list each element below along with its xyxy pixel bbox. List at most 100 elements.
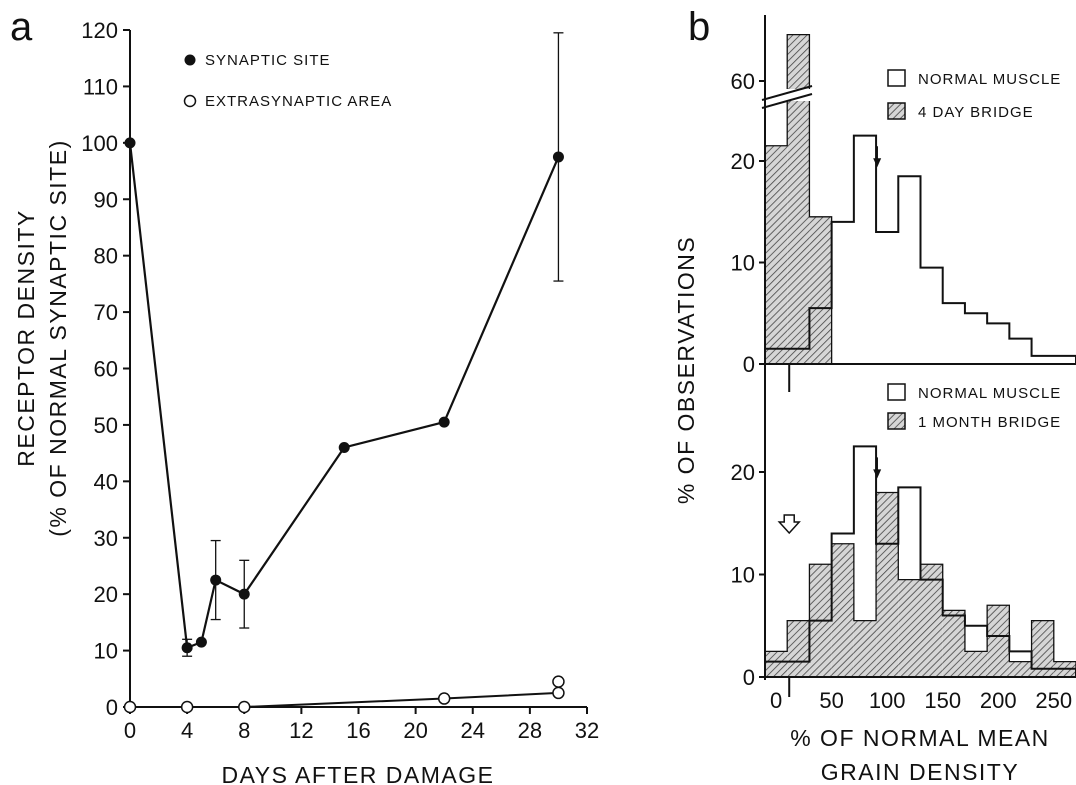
extrasynaptic-area-point bbox=[552, 675, 565, 688]
one-month-bridge-bar bbox=[853, 620, 877, 677]
axis-break-mark bbox=[761, 93, 813, 109]
synaptic-site-point bbox=[338, 441, 350, 453]
bottom-y-tick-label: 20 bbox=[731, 460, 755, 485]
y-tick-label: 30 bbox=[94, 526, 118, 551]
top-y-tick-label: 60 bbox=[731, 69, 755, 94]
y-tick-label: 10 bbox=[94, 639, 118, 664]
bottom-y-tick-label: 10 bbox=[731, 563, 755, 588]
panel-a-y-label-2: (% OF NORMAL SYNAPTIC SITE) bbox=[45, 139, 71, 536]
legend-bottom-bridge-swatch bbox=[887, 412, 906, 430]
one-month-bridge-bar bbox=[831, 543, 854, 677]
y-tick-label: 20 bbox=[94, 582, 118, 607]
legend-extrasynaptic-label: EXTRASYNAPTIC AREA bbox=[205, 93, 392, 110]
panel-a-y-label-1: RECEPTOR DENSITY bbox=[13, 209, 39, 466]
axis-break-gap bbox=[770, 89, 830, 101]
panel-a-x-ticks: 0 4 8 12 16 20 24 28 32 bbox=[124, 707, 599, 743]
one-month-bridge-bar bbox=[920, 564, 943, 677]
extrasynaptic-area-point bbox=[180, 700, 194, 714]
panel-b-x-tick-label: 150 bbox=[924, 688, 961, 713]
bottom-normal-muscle-outline bbox=[764, 445, 1076, 677]
y-tick-label: 40 bbox=[94, 469, 118, 494]
legend-top-normal-swatch bbox=[887, 69, 906, 87]
panel-b-x-tick-label: 50 bbox=[819, 688, 843, 713]
one-month-bridge-bar bbox=[942, 610, 965, 677]
open-arrow-icon bbox=[777, 514, 801, 535]
legend-bottom-normal-label: NORMAL MUSCLE bbox=[918, 385, 1061, 402]
x-tick-label: 0 bbox=[124, 718, 136, 743]
extrasynaptic-area-line bbox=[130, 691, 559, 708]
panel-b-x-label-2: GRAIN DENSITY bbox=[821, 759, 1019, 785]
one-month-bridge-bar bbox=[964, 651, 988, 677]
synaptic-site-point bbox=[438, 416, 450, 428]
synaptic-site-point bbox=[210, 574, 222, 586]
legend-synaptic-label: SYNAPTIC SITE bbox=[205, 52, 331, 69]
panel-b-x-label-1: % OF NORMAL MEAN bbox=[790, 725, 1050, 751]
synaptic-site-line bbox=[128, 142, 560, 650]
top-y-tick-label: 20 bbox=[731, 149, 755, 174]
extrasynaptic-area-point bbox=[238, 700, 251, 714]
x-tick-label: 4 bbox=[181, 718, 193, 743]
legend-top-normal-label: NORMAL MUSCLE bbox=[918, 71, 1061, 88]
four-day-bridge-bar bbox=[809, 216, 832, 364]
x-tick-label: 24 bbox=[461, 718, 485, 743]
one-month-bridge-bar bbox=[765, 651, 788, 677]
y-tick-label: 110 bbox=[83, 74, 118, 99]
y-tick-label: 70 bbox=[94, 300, 118, 325]
top-normal-muscle-outline bbox=[764, 134, 1076, 364]
extrasynaptic-area-point bbox=[552, 686, 565, 700]
x-tick-label: 28 bbox=[518, 718, 542, 743]
synaptic-site-point bbox=[195, 636, 207, 648]
bottom-y-tick-label: 0 bbox=[743, 665, 755, 690]
legend-bottom-bridge-label: 1 MONTH BRIDGE bbox=[918, 414, 1061, 431]
y-tick-label: 50 bbox=[94, 413, 118, 438]
extrasynaptic-area-point bbox=[123, 700, 137, 714]
synaptic-site-point bbox=[181, 642, 193, 654]
x-tick-label: 20 bbox=[403, 718, 427, 743]
legend-top-bridge-label: 4 DAY BRIDGE bbox=[918, 104, 1034, 121]
panel-b-x-tick-label: 200 bbox=[980, 688, 1017, 713]
panel-b-x-tick-label: 250 bbox=[1035, 688, 1072, 713]
panel-a-label: a bbox=[10, 5, 33, 49]
four-day-bridge-bar bbox=[765, 145, 788, 364]
four-day-bridge-outline bbox=[764, 33, 833, 364]
panel-a-x-label: DAYS AFTER DAMAGE bbox=[221, 762, 494, 785]
y-tick-label: 90 bbox=[94, 187, 118, 212]
four-day-bridge-bar bbox=[787, 34, 810, 364]
panel-a-series bbox=[123, 32, 565, 714]
legend-extrasynaptic-marker bbox=[183, 94, 197, 108]
x-tick-label: 16 bbox=[346, 718, 370, 743]
panel-b-bottom-histogram bbox=[764, 445, 1076, 677]
x-tick-label: 8 bbox=[238, 718, 250, 743]
one-month-bridge-bar bbox=[898, 579, 921, 677]
y-tick-label: 0 bbox=[106, 695, 118, 720]
panel-a: a 0 10 20 30 40 50 60 70 80 90 100 110 120 0 4 8 12 16 20… bbox=[10, 5, 599, 785]
legend-synaptic-marker bbox=[184, 54, 196, 66]
extrasynaptic-area-point bbox=[437, 692, 451, 705]
synaptic-site-point bbox=[238, 588, 250, 600]
y-tick-label: 80 bbox=[94, 244, 118, 269]
legend-bottom-normal-swatch bbox=[887, 383, 906, 401]
y-tick-label: 120 bbox=[81, 18, 118, 43]
one-month-bridge-bar bbox=[987, 605, 1010, 677]
x-tick-label: 12 bbox=[289, 718, 313, 743]
synaptic-site-point bbox=[124, 137, 136, 149]
x-tick-label: 32 bbox=[575, 718, 599, 743]
one-month-bridge-bar bbox=[787, 620, 810, 677]
legend-top-bridge-swatch bbox=[887, 102, 906, 120]
one-month-bridge-bar bbox=[876, 492, 899, 677]
one-month-bridge-bar bbox=[1009, 661, 1032, 677]
top-y-tick-label: 0 bbox=[743, 352, 755, 377]
panel-b-y-label: % OF OBSERVATIONS bbox=[673, 236, 699, 504]
panel-b-x-tick-label: 0 bbox=[770, 688, 782, 713]
panel-b-top-histogram bbox=[761, 33, 1076, 364]
one-month-bridge-bar bbox=[1031, 620, 1054, 677]
synaptic-site-point bbox=[552, 151, 564, 163]
mean-arrow-head bbox=[873, 469, 882, 479]
y-tick-label: 60 bbox=[94, 357, 118, 382]
y-tick-label: 100 bbox=[81, 131, 118, 156]
mean-arrow-head bbox=[873, 158, 882, 168]
top-y-tick-label: 10 bbox=[731, 251, 755, 276]
axis-break-mark bbox=[761, 85, 813, 101]
